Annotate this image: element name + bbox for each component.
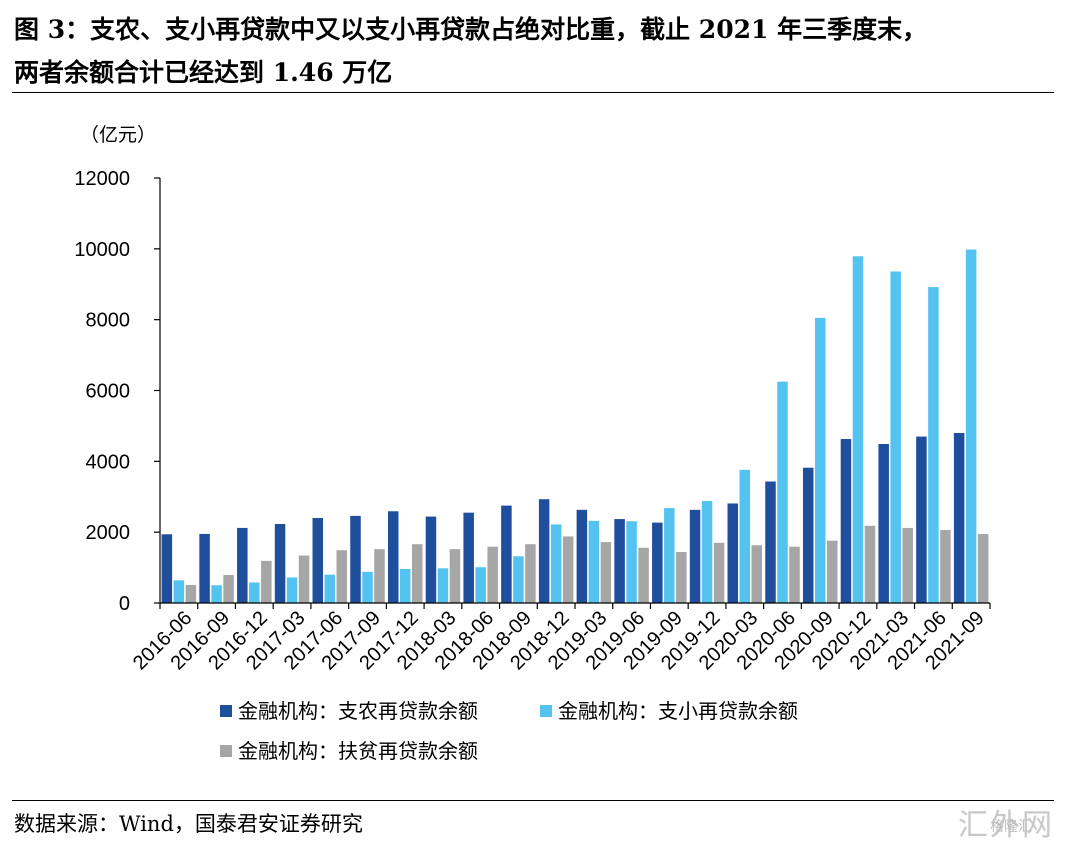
bar-poverty-2021-09 [977, 533, 989, 603]
legend-label: 金融机构：支农再贷款余额 [238, 699, 478, 723]
bar-small-2018-12 [550, 524, 562, 604]
bar-poverty-2019-03 [600, 542, 612, 603]
bar-poverty-2019-12 [713, 542, 725, 603]
title-divider [12, 92, 1054, 93]
bar-small-2019-09 [664, 508, 675, 603]
bar-agri-2021-03 [878, 443, 889, 603]
bar-small-2018-09 [513, 556, 524, 603]
footer-divider [12, 800, 1054, 801]
bar-poverty-2018-06 [487, 546, 498, 603]
bar-agri-2018-12 [538, 499, 550, 603]
watermark-sub: 格隆汇 [990, 819, 1032, 835]
bar-poverty-2020-03 [751, 545, 763, 603]
bar-poverty-2016-09 [223, 575, 234, 603]
bar-small-2021-06 [928, 287, 939, 603]
bar-poverty-2017-06 [336, 550, 348, 603]
bar-poverty-2016-12 [261, 560, 272, 603]
chart-title-line-2: 两者余额合计已经达到 1.46 万亿 [14, 58, 393, 87]
bar-poverty-2018-12 [562, 536, 574, 603]
bar-small-2020-12 [852, 256, 864, 603]
bar-small-2021-09 [965, 249, 977, 604]
bar-poverty-2018-09 [525, 544, 536, 603]
bar-small-2019-03 [588, 520, 600, 603]
bar-small-2017-12 [399, 569, 411, 603]
bar-small-2018-06 [475, 567, 486, 603]
bar-small-2020-06 [777, 381, 788, 603]
bar-poverty-2021-06 [940, 530, 951, 603]
bar-small-2016-12 [249, 582, 260, 603]
bar-agri-2019-09 [652, 522, 663, 603]
bar-agri-2020-12 [840, 439, 852, 603]
bar-agri-2019-06 [614, 519, 625, 603]
legend-label: 金融机构：扶贫再贷款余额 [238, 739, 478, 763]
data-source: 数据来源：Wind，国泰君安证券研究 [14, 812, 363, 836]
legend-swatch [220, 705, 232, 717]
bar-small-2016-06 [173, 580, 185, 603]
bar-agri-2017-03 [274, 524, 286, 603]
bar-agri-2020-09 [802, 467, 814, 603]
bar-small-2020-09 [814, 317, 826, 603]
chart-title: 图 3：支农、支小再贷款中又以支小再贷款占绝对比重，截止 2021 年三季度末，… [14, 8, 1064, 94]
bar-poverty-2017-09 [374, 549, 385, 603]
bar-agri-2018-03 [425, 516, 437, 603]
bar-small-2019-06 [626, 521, 637, 603]
bar-poverty-2019-09 [676, 552, 687, 603]
bar-agri-2016-06 [161, 534, 173, 603]
bar-poverty-2020-12 [864, 525, 876, 603]
bar-small-2020-03 [739, 469, 751, 603]
bar-agri-2021-09 [953, 433, 965, 603]
bar-poverty-2020-09 [826, 540, 838, 603]
bar-agri-2016-09 [199, 533, 210, 603]
bar-agri-2019-03 [576, 509, 588, 603]
chart-title-line-1: 图 3：支农、支小再贷款中又以支小再贷款占绝对比重，截止 2021 年三季度末， [14, 15, 928, 44]
bar-agri-2018-09 [501, 505, 512, 603]
bar-agri-2018-06 [463, 512, 474, 603]
bar-small-2019-12 [701, 501, 713, 603]
y-tick-label: 12000 [74, 168, 130, 190]
bar-small-2021-03 [890, 271, 901, 603]
bar-chart: （亿元）0200040006000800010000120002016-0620… [74, 124, 991, 763]
bar-poverty-2019-06 [638, 547, 649, 603]
bar-agri-2021-06 [916, 436, 927, 603]
bar-agri-2020-03 [727, 503, 739, 603]
bar-small-2018-03 [437, 568, 449, 603]
bar-poverty-2020-06 [789, 546, 800, 603]
bar-small-2017-09 [362, 571, 373, 603]
legend-swatch [540, 705, 552, 717]
bar-agri-2016-12 [237, 527, 248, 603]
bar-agri-2020-06 [765, 481, 776, 603]
bar-small-2017-03 [286, 577, 298, 603]
y-tick-label: 6000 [86, 381, 131, 403]
bar-agri-2017-12 [387, 511, 399, 603]
y-axis-unit-label: （亿元） [80, 124, 156, 146]
bar-poverty-2021-03 [902, 527, 913, 603]
bar-small-2017-06 [324, 574, 336, 603]
bar-agri-2017-09 [350, 515, 361, 604]
y-tick-label: 2000 [86, 522, 131, 544]
legend-swatch [220, 745, 232, 757]
y-tick-label: 4000 [86, 451, 131, 473]
y-tick-label: 0 [119, 593, 130, 615]
y-tick-label: 10000 [74, 239, 130, 261]
watermark: 汇外网 [958, 808, 1054, 843]
bar-poverty-2017-03 [298, 555, 310, 603]
bar-poverty-2016-06 [185, 584, 197, 603]
bar-poverty-2018-03 [449, 549, 461, 603]
bar-poverty-2017-12 [411, 544, 423, 603]
bar-small-2016-09 [211, 585, 222, 603]
legend-label: 金融机构：支小再贷款余额 [558, 699, 798, 723]
y-tick-label: 8000 [86, 310, 131, 332]
bar-agri-2017-06 [312, 518, 324, 603]
bar-agri-2019-12 [689, 509, 701, 603]
